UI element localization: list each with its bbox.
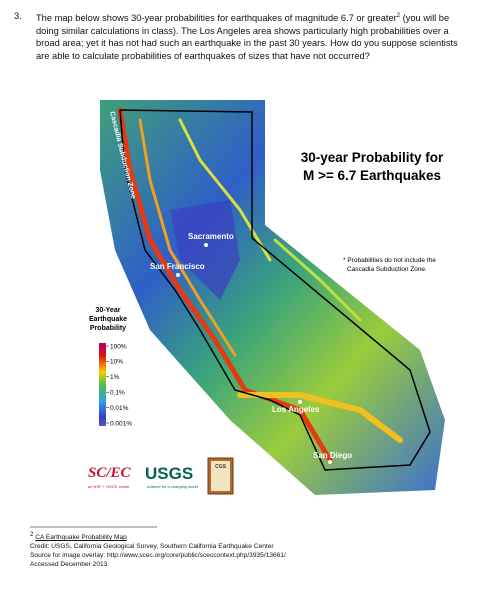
low-zone xyxy=(170,200,240,300)
place-label: San Francisco xyxy=(150,262,205,271)
question-text: The map below shows 30-year probabilitie… xyxy=(36,10,466,62)
legend-title-line: 30-Year xyxy=(96,307,121,314)
legend-scale: 100% 10% 1% 0.1% 0.01% 0.001% xyxy=(106,343,132,427)
map-title: 30-year Probability for M >= 6.7 Earthqu… xyxy=(301,150,444,183)
cgs-text: CGS xyxy=(215,464,227,470)
footnote-line: Source for image overlay: http://www.sce… xyxy=(30,552,286,560)
place-label: Sacramento xyxy=(188,232,234,241)
legend-scale-label: 100% xyxy=(110,343,127,350)
legend-scale-label: 0.1% xyxy=(110,390,125,397)
footnote: 2 CA Earthquake Probability Map Credit: … xyxy=(30,531,286,569)
logos: SC/EC an NSF + USGS center USGS science … xyxy=(88,457,234,495)
map-title-line: 30-year Probability for xyxy=(301,150,444,165)
fault-bands xyxy=(117,107,403,463)
legend-title-line: Probability xyxy=(90,325,126,332)
usgs-tagline: science for a changing world xyxy=(147,484,198,489)
legend-colorbar xyxy=(99,343,106,426)
footnote-link[interactable]: CA Earthquake Probability Map xyxy=(35,534,127,542)
footnote-number: 2 xyxy=(30,532,34,538)
legend-scale-label: 0.01% xyxy=(110,405,129,412)
city-dot xyxy=(328,460,332,464)
place-label: Los Angeles xyxy=(272,405,320,414)
scec-tagline: an NSF + USGS center xyxy=(88,484,130,489)
note-line: Cascadia Subduction Zone. xyxy=(347,266,427,273)
footnote-line: Credit: USGS, California Geological Surv… xyxy=(30,543,274,551)
cgs-logo-inner xyxy=(211,461,230,491)
question-text-before: The map below shows 30-year probabilitie… xyxy=(36,13,397,24)
city-dot xyxy=(204,243,208,247)
place-label: San Diego xyxy=(313,451,352,460)
map-title-line: M >= 6.7 Earthquakes xyxy=(303,168,441,183)
legend-title: 30-Year Earthquake Probability xyxy=(89,307,127,332)
map-note: * Probabilities do not include the Casca… xyxy=(343,257,436,273)
footnote-line: Accessed December 2013 xyxy=(30,561,108,569)
legend-scale-label: 10% xyxy=(110,359,123,366)
usgs-logo: USGS xyxy=(145,464,193,483)
footnote-ref: 2 xyxy=(396,13,401,19)
question-number: 3. xyxy=(14,11,22,21)
legend-title-line: Earthquake xyxy=(89,316,127,323)
city-dot xyxy=(298,400,302,404)
legend-scale-label: 1% xyxy=(110,374,120,381)
city-dot xyxy=(176,273,180,277)
note-line: * Probabilities do not include the xyxy=(343,257,436,264)
state-border xyxy=(119,109,431,471)
scec-logo: SC/EC xyxy=(88,465,132,481)
question: 3. The map below shows 30-year probabili… xyxy=(14,10,466,62)
map-relief xyxy=(100,100,445,495)
legend-scale-label: 0.001% xyxy=(110,420,132,427)
question-text-after: (you will be doing similar calculations … xyxy=(36,13,458,61)
